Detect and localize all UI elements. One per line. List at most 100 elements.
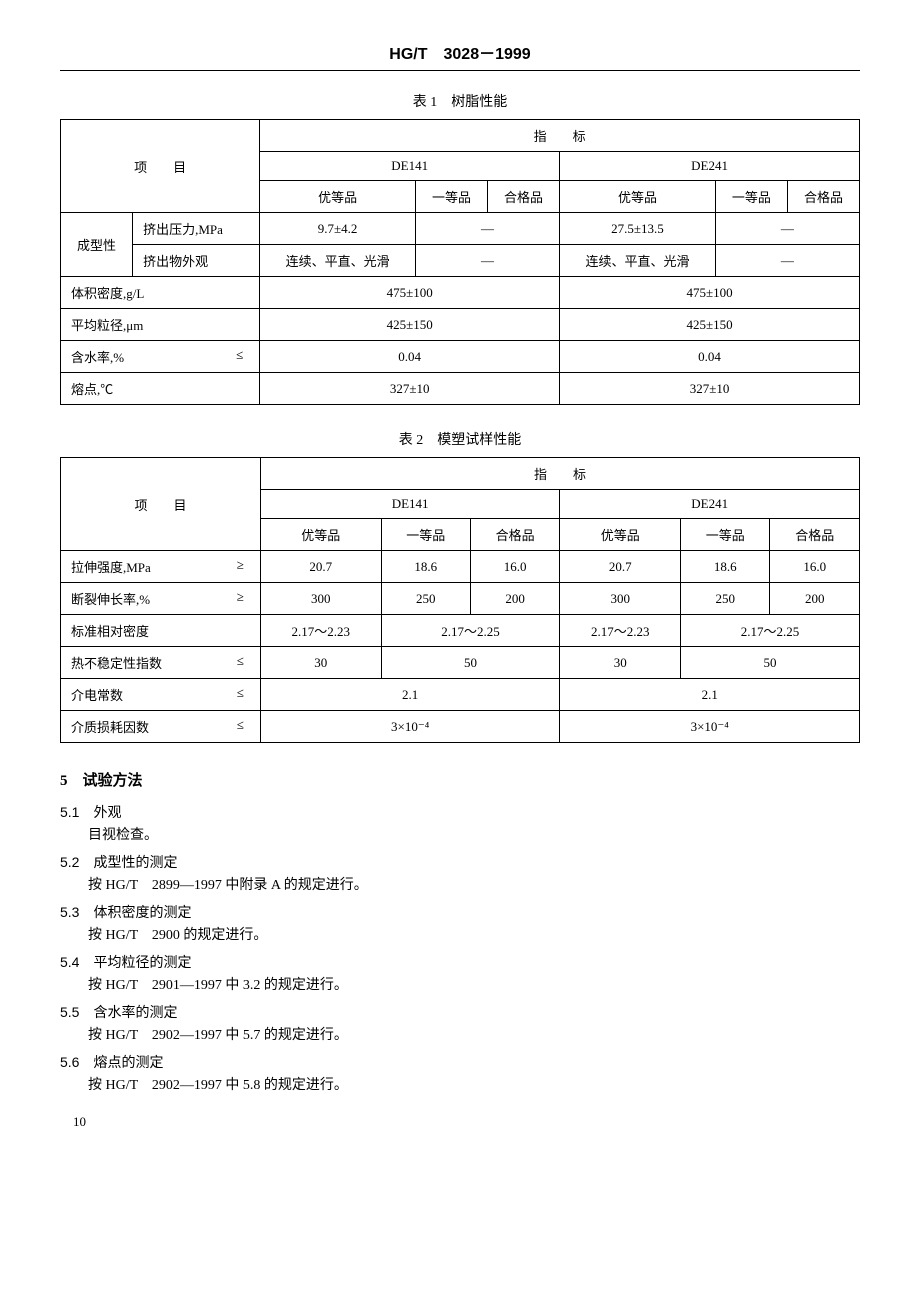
subsection-heading: 5.3 体积密度的测定 (60, 902, 860, 922)
ineq-symbol: ≥ (237, 557, 252, 573)
cell: 挤出压力,MPa (133, 213, 260, 245)
table2-g2-b: 一等品 (681, 519, 770, 551)
table1-g2-a: 优等品 (560, 181, 716, 213)
cell: 475±100 (560, 277, 860, 309)
cell: 16.0 (470, 551, 559, 583)
table-row: 介质损耗因数 ≤ 3×10⁻⁴ 3×10⁻⁴ (61, 711, 860, 743)
cell: 0.04 (560, 341, 860, 373)
standard-header: HG/T 3028－1999 (60, 40, 860, 71)
table2-g1-a: 优等品 (260, 519, 381, 551)
section5-body: 5.1 外观目视检查。 5.2 成型性的测定按 HG/T 2899—1997 中附… (60, 802, 860, 1094)
table2-g1-b: 一等品 (381, 519, 470, 551)
cell: 拉伸强度,MPa ≥ (61, 551, 261, 583)
cell: 200 (770, 583, 860, 615)
subsection-body: 目视检查。 (88, 824, 860, 844)
cell: 2.17～2.23 (260, 615, 381, 647)
table-row: 成型性 挤出压力,MPa 9.7±4.2 — 27.5±13.5 — (61, 213, 860, 245)
cell-label: 介质损耗因数 (71, 720, 149, 735)
table2-g1-c: 合格品 (470, 519, 559, 551)
table1-g1-a: 优等品 (260, 181, 416, 213)
table1-indicator-header: 指 标 (260, 120, 860, 152)
ineq-symbol: ≤ (237, 685, 252, 701)
cell: 327±10 (560, 373, 860, 405)
cell-label: 断裂伸长率,% (71, 592, 150, 607)
cell: 熔点,℃ (61, 373, 260, 405)
cell: 50 (681, 647, 860, 679)
cell-label: 介电常数 (71, 688, 123, 703)
cell: 介质损耗因数 ≤ (61, 711, 261, 743)
subsection-heading: 5.2 成型性的测定 (60, 852, 860, 872)
table-row: 介电常数≤ 2.1 2.1 (61, 679, 860, 711)
subsection-heading: 5.5 含水率的测定 (60, 1002, 860, 1022)
table1-g2-b: 一等品 (715, 181, 787, 213)
cell: 2.17～2.25 (681, 615, 860, 647)
cell: 成型性 (61, 213, 133, 277)
cell: 200 (470, 583, 559, 615)
cell: 2.17～2.23 (560, 615, 681, 647)
table-row: 拉伸强度,MPa≥ 20.7 18.6 16.0 20.7 18.6 16.0 (61, 551, 860, 583)
cell: 30 (560, 647, 681, 679)
cell: 30 (260, 647, 381, 679)
cell: 20.7 (560, 551, 681, 583)
ineq-symbol: ≥ (237, 589, 252, 605)
cell: 9.7±4.2 (260, 213, 416, 245)
table2-g2-c: 合格品 (770, 519, 860, 551)
subsection-body: 按 HG/T 2901—1997 中 3.2 的规定进行。 (88, 974, 860, 994)
cell: 50 (381, 647, 560, 679)
table1-g2-c: 合格品 (787, 181, 859, 213)
cell: 体积密度,g/L (61, 277, 260, 309)
cell: 250 (681, 583, 770, 615)
cell: 2.17～2.25 (381, 615, 560, 647)
cell: 300 (560, 583, 681, 615)
cell: 热不稳定性指数≤ (61, 647, 261, 679)
cell: 0.04 (260, 341, 560, 373)
ineq-symbol: ≤ (237, 717, 252, 733)
table-row: 挤出物外观 连续、平直、光滑 — 连续、平直、光滑 — (61, 245, 860, 277)
subsection-body: 按 HG/T 2902—1997 中 5.8 的规定进行。 (88, 1074, 860, 1094)
table2-g2-a: 优等品 (560, 519, 681, 551)
table2-title: 表 2 模塑试样性能 (60, 429, 860, 449)
cell: 425±150 (260, 309, 560, 341)
table-row: 断裂伸长率,%≥ 300 250 200 300 250 200 (61, 583, 860, 615)
subsection-heading: 5.1 外观 (60, 802, 860, 822)
subsection-body: 按 HG/T 2900 的规定进行。 (88, 924, 860, 944)
cell: — (415, 245, 559, 277)
subsection-heading: 5.6 熔点的测定 (60, 1052, 860, 1072)
cell: 18.6 (681, 551, 770, 583)
table1-title: 表 1 树脂性能 (60, 91, 860, 111)
cell: 327±10 (260, 373, 560, 405)
subsection-heading: 5.4 平均粒径的测定 (60, 952, 860, 972)
table-row: 熔点,℃ 327±10 327±10 (61, 373, 860, 405)
table-row: 标准相对密度 2.17～2.23 2.17～2.25 2.17～2.23 2.1… (61, 615, 860, 647)
table2-group2: DE241 (560, 490, 860, 519)
cell: — (715, 213, 859, 245)
table-row: 热不稳定性指数≤ 30 50 30 50 (61, 647, 860, 679)
cell: 含水率,%≤ (61, 341, 260, 373)
cell: 断裂伸长率,% ≥ (61, 583, 261, 615)
cell: 3×10⁻⁴ (260, 711, 560, 743)
table1-g1-c: 合格品 (488, 181, 560, 213)
table2-group1: DE141 (260, 490, 560, 519)
cell: — (715, 245, 859, 277)
cell: 425±150 (560, 309, 860, 341)
cell: 20.7 (260, 551, 381, 583)
cell: 平均粒径,μm (61, 309, 260, 341)
cell: 16.0 (770, 551, 860, 583)
cell: 3×10⁻⁴ (560, 711, 860, 743)
cell: 2.1 (260, 679, 560, 711)
cell: 标准相对密度 (61, 615, 261, 647)
table-row: 含水率,%≤ 0.04 0.04 (61, 341, 860, 373)
table1: 项 目 指 标 DE141 DE241 优等品 一等品 合格品 优等品 一等品 … (60, 119, 860, 405)
cell-label: 拉伸强度,MPa (71, 560, 151, 575)
table1-item-header: 项 目 (61, 120, 260, 213)
cell: — (415, 213, 559, 245)
table1-group2: DE241 (560, 152, 860, 181)
cell: 挤出物外观 (133, 245, 260, 277)
cell: 475±100 (260, 277, 560, 309)
section5-heading: 5 试验方法 (60, 769, 860, 790)
ineq-symbol: ≤ (236, 347, 251, 363)
table2: 项 目 指 标 DE141 DE241 优等品 一等品 合格品 优等品 一等品 … (60, 457, 860, 743)
subsection-body: 按 HG/T 2899—1997 中附录 A 的规定进行。 (88, 874, 860, 894)
page-number: 10 (73, 1114, 860, 1130)
table1-g1-b: 一等品 (415, 181, 487, 213)
